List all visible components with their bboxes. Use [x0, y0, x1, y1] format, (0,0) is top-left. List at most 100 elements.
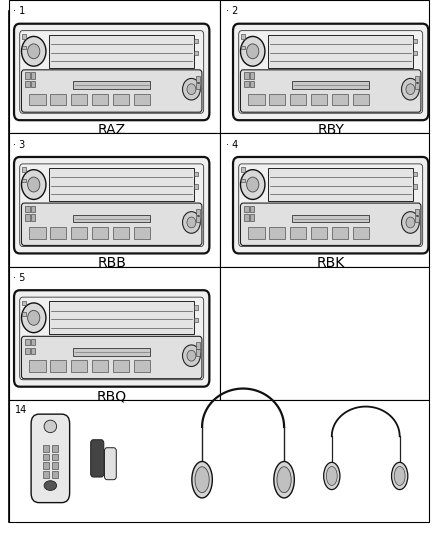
FancyBboxPatch shape — [21, 70, 202, 112]
FancyBboxPatch shape — [21, 336, 202, 378]
Bar — [25, 81, 30, 87]
Bar — [73, 348, 150, 356]
Circle shape — [183, 212, 200, 233]
Bar — [50, 360, 67, 372]
Circle shape — [402, 212, 419, 233]
Bar — [415, 83, 419, 89]
Bar — [220, 133, 429, 266]
Bar — [194, 318, 198, 322]
Bar — [413, 51, 417, 55]
Bar — [241, 167, 245, 172]
Circle shape — [21, 169, 46, 199]
Ellipse shape — [44, 420, 57, 433]
Text: RBQ: RBQ — [97, 389, 127, 403]
Ellipse shape — [277, 467, 291, 492]
Bar — [113, 94, 129, 106]
Bar — [413, 172, 417, 176]
Bar — [92, 360, 108, 372]
Bar — [353, 227, 369, 239]
Bar — [50, 227, 67, 239]
Bar — [244, 72, 249, 79]
Bar — [244, 206, 249, 212]
Ellipse shape — [392, 462, 408, 490]
Bar — [268, 168, 413, 201]
Bar — [25, 348, 30, 354]
Bar — [292, 82, 369, 89]
Ellipse shape — [44, 481, 57, 490]
Bar — [50, 94, 67, 106]
Bar — [269, 227, 286, 239]
Bar — [196, 209, 200, 215]
Bar — [194, 184, 198, 189]
Bar — [196, 342, 200, 349]
Bar — [244, 81, 249, 87]
Text: RAZ: RAZ — [98, 123, 126, 137]
Ellipse shape — [192, 462, 212, 498]
Bar — [9, 266, 220, 400]
Bar — [290, 94, 306, 106]
Circle shape — [240, 169, 265, 199]
Bar — [248, 227, 265, 239]
Bar — [134, 227, 150, 239]
Bar — [415, 76, 419, 82]
FancyBboxPatch shape — [233, 23, 428, 120]
FancyBboxPatch shape — [14, 157, 209, 254]
Circle shape — [21, 36, 46, 66]
Bar — [9, 133, 220, 266]
Text: RBB: RBB — [97, 256, 126, 270]
Bar — [268, 35, 413, 68]
FancyBboxPatch shape — [21, 203, 202, 245]
Text: 14: 14 — [15, 405, 28, 415]
Bar — [31, 72, 35, 79]
Bar — [413, 39, 417, 43]
Bar — [71, 94, 87, 106]
FancyBboxPatch shape — [14, 290, 209, 387]
Bar — [134, 94, 150, 106]
Text: RBK: RBK — [317, 256, 345, 270]
Bar — [22, 179, 26, 182]
Bar — [290, 227, 306, 239]
Bar — [31, 339, 35, 345]
Bar — [43, 445, 49, 452]
Bar — [71, 227, 87, 239]
Bar — [250, 72, 254, 79]
FancyBboxPatch shape — [240, 70, 421, 112]
Bar — [196, 349, 200, 356]
Bar — [31, 81, 35, 87]
Ellipse shape — [394, 466, 405, 486]
Bar — [269, 94, 286, 106]
Bar — [194, 172, 198, 176]
FancyBboxPatch shape — [31, 414, 70, 503]
Circle shape — [247, 44, 259, 59]
Bar — [92, 94, 108, 106]
Bar — [353, 94, 369, 106]
Bar — [194, 51, 198, 55]
Circle shape — [402, 78, 419, 100]
Bar — [25, 339, 30, 345]
Bar — [332, 227, 348, 239]
Text: · 1: · 1 — [13, 6, 25, 17]
Circle shape — [28, 310, 40, 325]
Bar — [241, 179, 245, 182]
Bar — [31, 214, 35, 221]
Circle shape — [28, 44, 40, 59]
FancyBboxPatch shape — [104, 448, 117, 480]
Bar — [29, 94, 46, 106]
Ellipse shape — [195, 467, 209, 492]
Bar — [9, 400, 429, 522]
Bar — [415, 209, 419, 215]
Circle shape — [21, 303, 46, 333]
Text: · 5: · 5 — [13, 273, 25, 283]
Ellipse shape — [274, 462, 294, 498]
Bar — [31, 206, 35, 212]
Text: · 4: · 4 — [226, 140, 238, 150]
Bar — [43, 471, 49, 478]
Bar — [292, 215, 369, 222]
Bar — [413, 184, 417, 189]
Circle shape — [406, 217, 415, 228]
Bar — [220, 0, 429, 133]
Bar — [241, 45, 245, 49]
FancyBboxPatch shape — [240, 203, 421, 245]
Circle shape — [187, 350, 196, 361]
Circle shape — [406, 84, 415, 95]
